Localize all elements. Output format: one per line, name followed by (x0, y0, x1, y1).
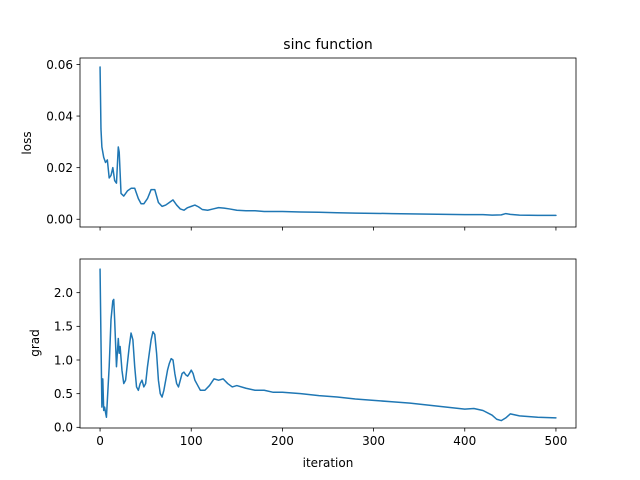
loss-y-tick-label: 0.04 (46, 109, 73, 123)
loss-axes-frame (79, 57, 577, 228)
grad-series-line (99, 268, 557, 422)
loss-panel: sinc function 0.00 0.02 0.04 0.06 loss (20, 37, 577, 231)
grad-y-tick-label: 2.0 (54, 286, 73, 300)
grad-y-tick-label: 1.5 (54, 320, 73, 334)
grad-x-tick-label: 400 (453, 434, 476, 448)
grad-series (99, 268, 557, 422)
grad-y-tick-label: 0.5 (54, 387, 73, 401)
grad-x-tick-label: 200 (271, 434, 294, 448)
grad-y-axis-label: grad (28, 329, 42, 357)
grad-y-tick-label: 0.0 (54, 421, 73, 435)
loss-series (99, 66, 557, 217)
grad-x-tick-label: 300 (362, 434, 385, 448)
loss-ticks: 0.00 0.02 0.04 0.06 (46, 58, 557, 231)
x-axis-label: iteration (303, 456, 354, 470)
grad-x-tick-label: 500 (544, 434, 567, 448)
grad-y-tick-label: 1.0 (54, 353, 73, 367)
grad-ticks: 0 100 200 300 400 500 0.0 0.5 1.0 1.5 2.0 (54, 286, 567, 448)
grad-panel: 0 100 200 300 400 500 0.0 0.5 1.0 1.5 2.0 grad ite… (28, 258, 577, 470)
grad-axes-frame (79, 258, 577, 429)
grad-x-tick-label: 100 (180, 434, 203, 448)
chart-title: sinc function (283, 37, 372, 53)
loss-y-tick-label: 0.00 (46, 213, 73, 227)
loss-series-line (99, 66, 557, 217)
loss-y-tick-label: 0.02 (46, 161, 73, 175)
grad-x-tick-label: 0 (96, 434, 104, 448)
loss-y-tick-label: 0.06 (46, 58, 73, 72)
loss-y-axis-label: loss (20, 131, 34, 154)
